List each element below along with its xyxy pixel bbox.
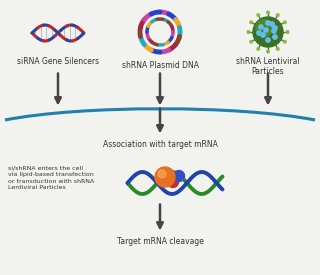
Circle shape xyxy=(158,170,166,178)
Circle shape xyxy=(266,38,270,42)
Circle shape xyxy=(273,35,277,39)
Circle shape xyxy=(273,26,277,30)
Text: shRNA Lentiviral
Particles: shRNA Lentiviral Particles xyxy=(236,57,300,76)
Circle shape xyxy=(266,21,270,25)
Circle shape xyxy=(270,22,274,26)
Circle shape xyxy=(286,31,289,33)
Circle shape xyxy=(259,25,263,29)
Circle shape xyxy=(257,31,261,35)
Circle shape xyxy=(247,31,250,33)
Text: siRNA Gene Silencers: siRNA Gene Silencers xyxy=(17,57,99,66)
Circle shape xyxy=(257,48,260,50)
Text: shRNA Plasmid DNA: shRNA Plasmid DNA xyxy=(122,61,198,70)
Circle shape xyxy=(267,11,269,14)
Circle shape xyxy=(250,40,252,43)
Circle shape xyxy=(155,167,175,187)
Circle shape xyxy=(284,40,286,43)
Circle shape xyxy=(250,21,252,24)
Text: Association with target mRNA: Association with target mRNA xyxy=(103,140,217,149)
Circle shape xyxy=(284,21,286,24)
Text: si/shRNA enters the cell
via lipid-based transfection
or transduction with shRNA: si/shRNA enters the cell via lipid-based… xyxy=(8,166,94,190)
Circle shape xyxy=(276,14,279,16)
Circle shape xyxy=(276,48,279,50)
Circle shape xyxy=(253,17,283,47)
Circle shape xyxy=(272,29,276,33)
Circle shape xyxy=(267,50,269,53)
Text: Target mRNA cleavage: Target mRNA cleavage xyxy=(116,237,204,246)
Circle shape xyxy=(167,177,179,188)
Circle shape xyxy=(261,33,265,37)
Circle shape xyxy=(256,20,272,36)
Circle shape xyxy=(264,28,268,32)
Circle shape xyxy=(257,14,260,16)
Circle shape xyxy=(173,170,185,182)
